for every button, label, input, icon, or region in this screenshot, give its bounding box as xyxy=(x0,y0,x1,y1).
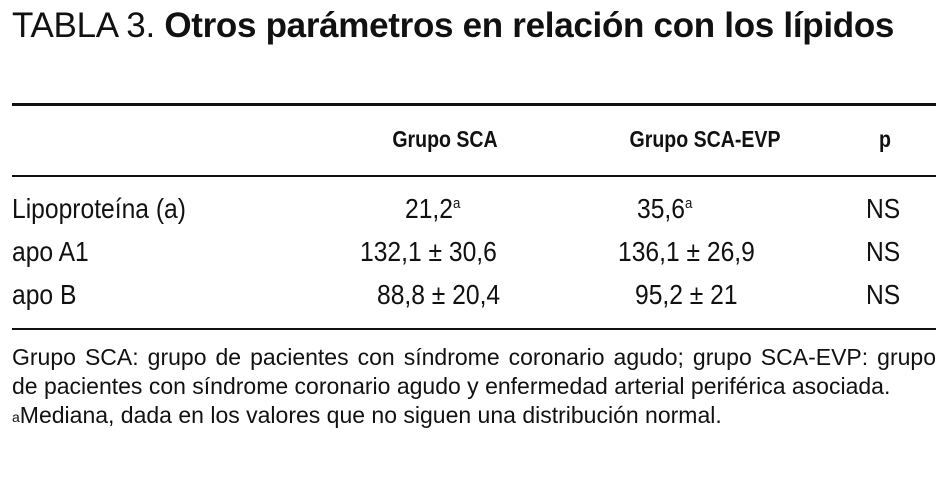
row-p-value: NS xyxy=(866,193,901,224)
header-grupo-sca-evp: Grupo SCA-EVP xyxy=(629,126,781,152)
row-sca-value: 88,8 ± 20,4 xyxy=(377,279,500,311)
row-param: apo A1 xyxy=(12,236,89,267)
footnote-a-text: Mediana, dada en los valores que no sigu… xyxy=(19,402,722,428)
footnote-abbreviations: Grupo SCA: grupo de pacientes con síndro… xyxy=(12,344,936,399)
header-rule xyxy=(12,175,936,177)
superscript-a: a xyxy=(684,195,693,212)
row-p-value: NS xyxy=(866,236,901,267)
row-param: apo B xyxy=(12,279,77,310)
table-title: TABLA 3. Otros parámetros en relación co… xyxy=(12,2,932,50)
row-param: Lipoproteína (a) xyxy=(12,193,186,224)
bottom-rule xyxy=(12,328,936,330)
row-p-value: NS xyxy=(866,279,901,310)
superscript-a: a xyxy=(452,195,461,212)
value-text: 95,2 ± 21 xyxy=(635,279,738,310)
value-text: 136,1 ± 26,9 xyxy=(618,236,755,267)
table-title-text: Otros parámetros en relación con los líp… xyxy=(164,6,895,45)
table-label: TABLA 3. xyxy=(12,6,155,45)
footnote-a: aMediana, dada en los valores que no sig… xyxy=(12,401,936,430)
header-grupo-sca: Grupo SCA xyxy=(392,126,498,152)
top-rule xyxy=(12,103,936,106)
footnote-mark: a xyxy=(12,409,20,425)
row-sca-value: 132,1 ± 30,6 xyxy=(360,236,497,268)
row-evp-value: 136,1 ± 26,9 xyxy=(618,236,755,268)
value-text: 132,1 ± 30,6 xyxy=(360,236,497,267)
value-text: 35,6 xyxy=(637,193,685,224)
row-evp-value: 95,2 ± 21 xyxy=(635,279,738,311)
value-text: 21,2 xyxy=(405,193,453,224)
row-sca-value: 21,2a xyxy=(405,193,460,225)
row-evp-value: 35,6a xyxy=(637,193,692,225)
table-footnotes: Grupo SCA: grupo de pacientes con síndro… xyxy=(12,343,936,430)
value-text: 88,8 ± 20,4 xyxy=(377,279,501,310)
header-p: p xyxy=(879,126,891,152)
